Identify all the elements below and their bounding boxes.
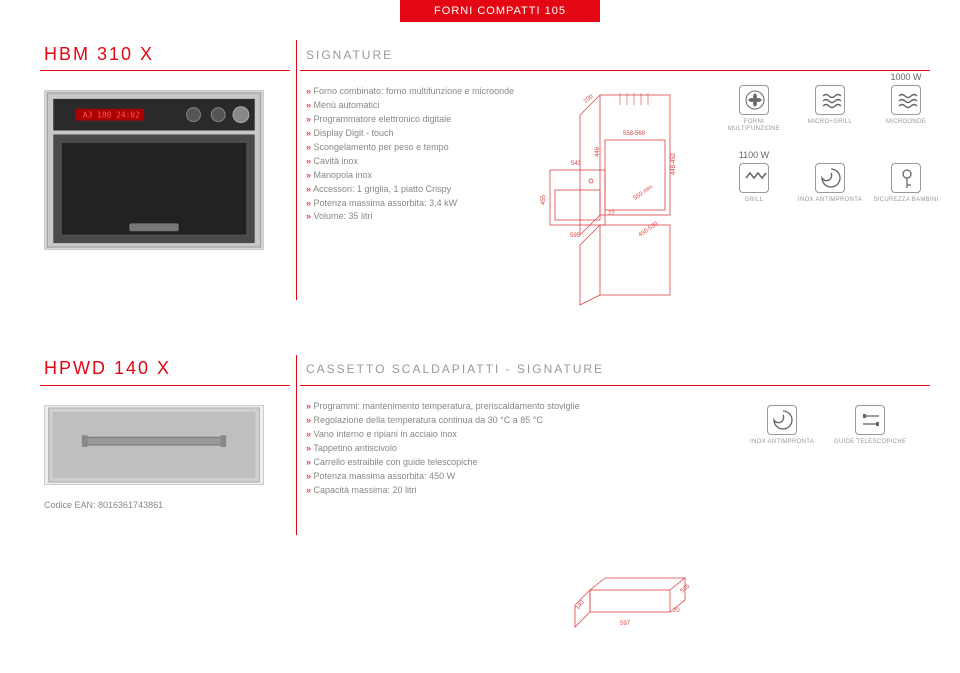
product-title: HBM 310 X xyxy=(44,44,154,65)
spec-item: Potenza massima assorbita: 3,4 kW xyxy=(306,197,536,211)
spec-list: Forno combinato: forno multifunzione e m… xyxy=(306,85,536,224)
spec-item: Tappetino antiscivolo xyxy=(306,442,666,456)
svg-text:20: 20 xyxy=(673,608,680,614)
dim-label: 22 xyxy=(608,211,615,217)
micro-grill-icon xyxy=(815,85,845,115)
spec-item: Regolazione della temperatura continua d… xyxy=(306,414,666,428)
icon-label: INOX ANTIMPRONTA xyxy=(798,197,862,204)
guide-telescopiche-icon xyxy=(855,405,885,435)
spec-item: Menù automatici xyxy=(306,99,536,113)
svg-text:A3 180 24:02: A3 180 24:02 xyxy=(83,111,140,120)
spec-list: Programmi: mantenimento temperatura, pre… xyxy=(306,400,666,498)
icon-label: SICUREZZA BAMBINI xyxy=(873,197,938,204)
forni-multifunzione-icon xyxy=(739,85,769,115)
dim-label: 450-530 xyxy=(638,221,660,239)
divider xyxy=(40,70,290,71)
spec-item: Forno combinato: forno multifunzione e m… xyxy=(306,85,536,99)
icon-label: INOX ANTIMPRONTA xyxy=(750,439,814,446)
svg-text:140: 140 xyxy=(575,599,586,611)
feature-microonde: 1000 W MICROONDE xyxy=(872,85,940,155)
icon-label: MICROONDE xyxy=(886,119,926,126)
dim-label: 448-452 xyxy=(671,152,677,175)
icon-label: GUIDE TELESCOPICHE xyxy=(834,439,906,446)
product-image-drawer xyxy=(44,405,264,485)
drawer-illustration xyxy=(45,406,263,484)
product-image-oven: A3 180 24:02 xyxy=(44,90,264,250)
drawer-diagram: 597 20 535 140 xyxy=(570,560,710,642)
feature-forni-multifunzione: FORNI MULTIFUNZIONE xyxy=(720,85,788,155)
inox-antimpronta-icon xyxy=(815,163,845,193)
feature-inox-antimpronta: INOX ANTIMPRONTA xyxy=(796,163,864,233)
spec-item: Accessori: 1 griglia, 1 piatto Crispy xyxy=(306,183,536,197)
divider xyxy=(300,70,930,71)
divider xyxy=(40,385,290,386)
spec-item: Programmatore elettronico digitale xyxy=(306,113,536,127)
feature-icon-row: INOX ANTIMPRONTA GUIDE TELESCOPICHE xyxy=(750,405,906,446)
feature-icon-grid: FORNI MULTIFUNZIONE MICRO+GRILL 1000 W MICR… xyxy=(720,85,940,233)
dim-label: 543 xyxy=(571,161,582,167)
inox-antimpronta-icon xyxy=(767,405,797,435)
spec-item: Capacità massima: 20 litri xyxy=(306,484,666,498)
icon-label: GRILL xyxy=(745,197,764,204)
installation-diagram: 558-568 543 22 448-452 446 455 550 min. … xyxy=(545,85,695,285)
spec-item: Volume: 35 litri xyxy=(306,210,536,224)
spec-item: Programmi: mantenimento temperatura, pre… xyxy=(306,400,666,414)
product-title: HPWD 140 X xyxy=(44,358,171,379)
spec-item: Potenza massima assorbita: 450 W xyxy=(306,470,666,484)
wattage-label: 1000 W xyxy=(886,72,926,82)
divider xyxy=(296,355,297,535)
feature-grill: 1100 W GRILL xyxy=(720,163,788,233)
dim-label: 446 xyxy=(595,146,601,157)
spec-item: Cavità inox xyxy=(306,155,536,169)
ean-code: Codice EAN: 8016361743861 xyxy=(44,500,163,510)
feature-sicurezza-bambini: SICUREZZA BAMBINI xyxy=(872,163,940,233)
grill-icon: 1100 W xyxy=(739,163,769,193)
feature-guide-telescopiche: GUIDE TELESCOPICHE xyxy=(834,405,906,446)
microonde-icon: 1000 W xyxy=(891,85,921,115)
dim-label: 595 xyxy=(570,233,581,239)
feature-inox-antimpronta: INOX ANTIMPRONTA xyxy=(750,405,814,446)
dim-label: 100 xyxy=(583,94,595,105)
icon-label: MICRO+GRILL xyxy=(808,119,852,126)
dim-label: 550 min. xyxy=(633,183,656,201)
spec-item: Scongelamento per peso e tempo xyxy=(306,141,536,155)
wattage-label: 1100 W xyxy=(734,150,774,160)
spec-item: Display Digit - touch xyxy=(306,127,536,141)
svg-text:597: 597 xyxy=(620,621,631,627)
oven-illustration: A3 180 24:02 xyxy=(45,91,263,249)
product-subtitle: CASSETTO SCALDAPIATTI - SIGNATURE xyxy=(306,362,604,376)
dim-label: 455 xyxy=(541,194,547,205)
svg-text:535: 535 xyxy=(680,583,692,594)
dim-label: 558-568 xyxy=(623,131,646,137)
sicurezza-bambini-icon xyxy=(891,163,921,193)
spec-item: Carrello estraibile con guide telescopic… xyxy=(306,456,666,470)
divider xyxy=(296,40,297,300)
product-subtitle: SIGNATURE xyxy=(306,48,393,62)
header-tab: FORNI COMPATTI 105 xyxy=(400,0,600,22)
feature-micro-grill: MICRO+GRILL xyxy=(796,85,864,155)
spec-item: Vano interno e ripiani in acciaio inox xyxy=(306,428,666,442)
spec-item: Manopola inox xyxy=(306,169,536,183)
icon-label: FORNI MULTIFUNZIONE xyxy=(720,119,788,133)
divider xyxy=(300,385,930,386)
